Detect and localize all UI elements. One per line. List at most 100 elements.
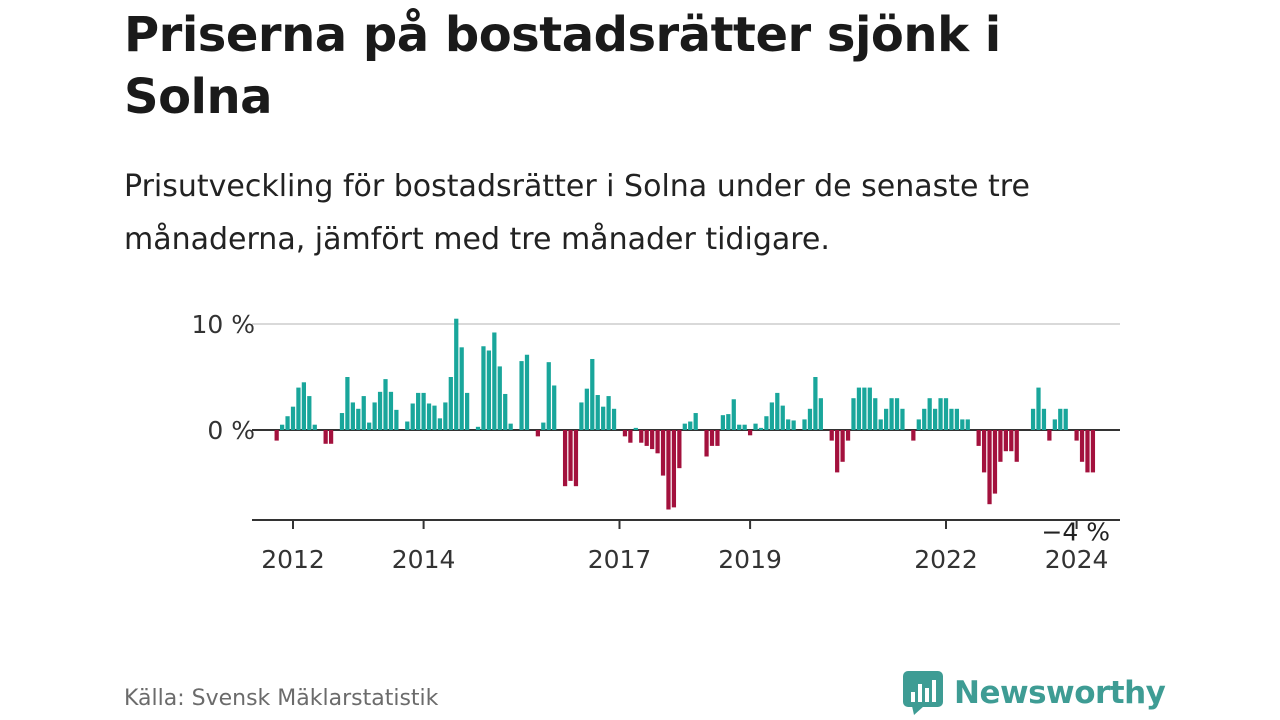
brand-logo[interactable]: Newsworthy xyxy=(902,670,1166,716)
bar xyxy=(644,430,649,446)
bar xyxy=(960,419,965,430)
bar xyxy=(932,408,938,430)
bar xyxy=(1030,408,1036,430)
bar xyxy=(976,430,981,446)
bar xyxy=(503,393,508,430)
bar xyxy=(633,427,638,430)
bar xyxy=(835,430,840,473)
bar xyxy=(894,398,900,430)
bar xyxy=(780,405,785,430)
bar xyxy=(807,408,813,430)
bar xyxy=(1079,430,1085,462)
bar xyxy=(851,398,856,430)
bar xyxy=(601,406,606,430)
bar xyxy=(709,430,715,446)
bar xyxy=(372,402,377,430)
bar xyxy=(938,398,943,430)
bar xyxy=(356,408,361,430)
bar xyxy=(737,424,742,430)
bar xyxy=(769,402,774,430)
bar xyxy=(1014,430,1019,462)
bar xyxy=(312,424,317,430)
bar xyxy=(943,398,949,430)
bar xyxy=(421,392,426,430)
bar xyxy=(682,423,687,430)
bar xyxy=(1041,408,1047,430)
bar xyxy=(987,430,992,505)
bar xyxy=(519,361,524,430)
bar xyxy=(437,418,443,430)
bar xyxy=(1009,430,1014,452)
bar xyxy=(508,423,513,430)
bar xyxy=(410,403,415,430)
bar xyxy=(998,430,1003,462)
bar xyxy=(786,419,791,430)
bar xyxy=(475,426,481,430)
bar xyxy=(1058,408,1063,430)
bar xyxy=(922,408,927,430)
bar xyxy=(758,427,764,430)
bar xyxy=(878,419,883,430)
bar xyxy=(301,382,306,430)
bar xyxy=(916,419,921,430)
bar xyxy=(628,430,633,443)
bar xyxy=(954,408,959,430)
bar xyxy=(867,387,872,430)
x-tick-label: 2024 xyxy=(1045,545,1109,574)
bar xyxy=(992,430,998,494)
chart-subtitle: Prisutveckling för bostadsrätter i Solna… xyxy=(124,169,1030,257)
bar xyxy=(884,408,889,430)
x-tick-label: 2022 xyxy=(914,545,978,574)
bar xyxy=(660,430,666,476)
bar xyxy=(290,406,296,430)
bar xyxy=(579,402,584,430)
bar xyxy=(388,391,394,430)
x-tick-label: 2014 xyxy=(392,545,456,574)
bar xyxy=(1036,387,1041,430)
bar xyxy=(753,423,758,430)
bar xyxy=(486,350,492,430)
x-tick-label: 2017 xyxy=(588,545,652,574)
bar xyxy=(900,408,905,430)
bar xyxy=(650,430,655,450)
bar xyxy=(405,421,410,430)
bar xyxy=(726,414,731,430)
bar xyxy=(307,396,312,430)
bar xyxy=(911,430,916,441)
bar xyxy=(666,430,671,510)
bar xyxy=(552,385,557,430)
bar xyxy=(856,387,862,430)
bar xyxy=(279,424,285,430)
bar xyxy=(285,416,290,430)
bar xyxy=(677,430,682,469)
bar xyxy=(720,415,726,430)
bar xyxy=(731,399,736,430)
bar xyxy=(775,392,780,430)
bar xyxy=(568,430,573,481)
bar xyxy=(1047,430,1052,441)
bar xyxy=(443,402,448,430)
bar xyxy=(377,391,383,430)
chart-title: Priserna på bostadsrätter sjönk i Solna xyxy=(124,7,1001,125)
bar xyxy=(965,419,970,430)
bar xyxy=(459,347,464,430)
bar xyxy=(584,388,589,430)
y-tick-label: 10 % xyxy=(191,310,255,339)
bar xyxy=(328,430,334,444)
bar xyxy=(323,430,328,444)
bar xyxy=(791,420,796,430)
bar xyxy=(492,332,497,430)
bar xyxy=(840,430,845,462)
bar xyxy=(416,392,421,430)
bar xyxy=(432,405,437,430)
bar xyxy=(345,377,350,430)
bar xyxy=(845,430,851,441)
bar xyxy=(622,430,628,437)
bar xyxy=(873,398,878,430)
bar xyxy=(802,419,807,430)
bar xyxy=(671,430,677,508)
bar xyxy=(927,398,932,430)
bar xyxy=(693,413,698,430)
bar xyxy=(949,408,954,430)
